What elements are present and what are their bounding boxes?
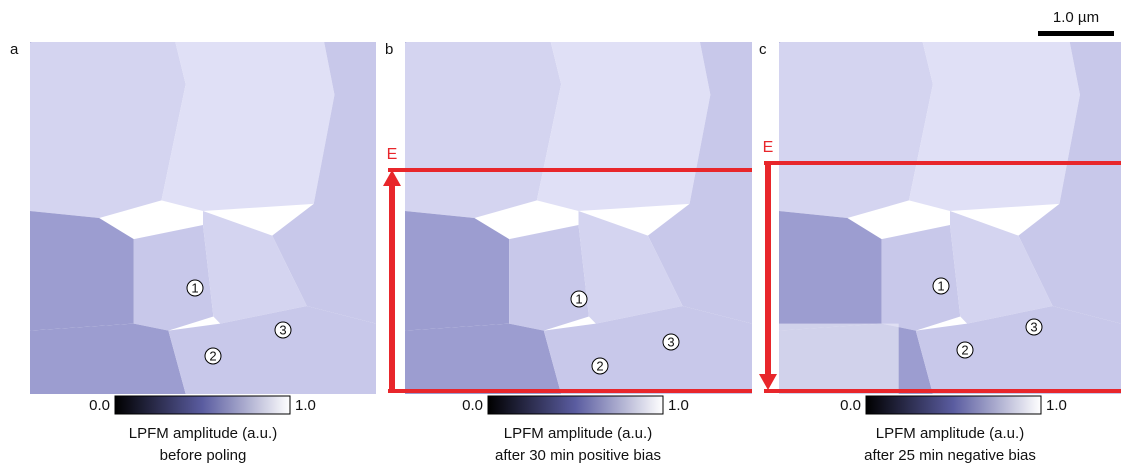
- micrograph: [30, 42, 376, 394]
- colorbar-min: 0.0: [462, 397, 483, 414]
- grain: [30, 211, 134, 331]
- colorbar-min: 0.0: [840, 397, 861, 414]
- grain: [405, 211, 509, 331]
- field-arrowhead: [759, 374, 777, 390]
- colorbar-max: 1.0: [295, 397, 316, 414]
- grain: [509, 225, 589, 331]
- micrograph: [405, 42, 752, 394]
- grain: [909, 42, 1080, 211]
- colorbar-min: 0.0: [89, 397, 110, 414]
- colorbar: [488, 396, 663, 414]
- panel-letter: b: [385, 41, 393, 58]
- caption-line: LPFM amplitude (a.u.): [504, 425, 652, 442]
- scale-bar: [1038, 31, 1114, 36]
- grain: [405, 324, 561, 394]
- marker-label: 1: [937, 278, 944, 293]
- bright-region: [779, 324, 899, 394]
- marker-label: 2: [961, 342, 968, 357]
- colorbar-max: 1.0: [668, 397, 689, 414]
- marker-label: 3: [667, 334, 674, 349]
- grain: [30, 42, 186, 218]
- panel-letter: c: [759, 41, 767, 58]
- grain: [134, 225, 214, 331]
- colorbar: [866, 396, 1041, 414]
- panel-letter: a: [10, 41, 19, 58]
- marker-label: 1: [575, 291, 582, 306]
- scale-bar-label: 1.0 µm: [1053, 9, 1099, 26]
- grain: [161, 42, 334, 211]
- marker-label: 3: [1030, 319, 1037, 334]
- micrograph: [779, 42, 1121, 394]
- grain: [882, 225, 961, 331]
- caption-line: after 30 min positive bias: [495, 447, 661, 464]
- grain: [779, 42, 933, 218]
- grain: [779, 211, 882, 331]
- field-label: E: [763, 139, 774, 156]
- marker-label: 2: [596, 358, 603, 373]
- field-label: E: [387, 146, 398, 163]
- colorbar: [115, 396, 290, 414]
- grain: [537, 42, 711, 211]
- caption-line: after 25 min negative bias: [864, 447, 1036, 464]
- field-arrowhead: [383, 170, 401, 186]
- marker-label: 1: [191, 280, 198, 295]
- figure: 1.0 µm a 1 2 3 0.0 1.0 LPFM amplitude (a.u.) be…: [0, 0, 1121, 466]
- caption-line: LPFM amplitude (a.u.): [876, 425, 1024, 442]
- colorbar-max: 1.0: [1046, 397, 1067, 414]
- caption-line: LPFM amplitude (a.u.): [129, 425, 277, 442]
- marker-label: 2: [209, 348, 216, 363]
- caption-line: before poling: [160, 447, 247, 464]
- grain: [405, 42, 561, 218]
- marker-label: 3: [279, 322, 286, 337]
- grain: [30, 324, 186, 394]
